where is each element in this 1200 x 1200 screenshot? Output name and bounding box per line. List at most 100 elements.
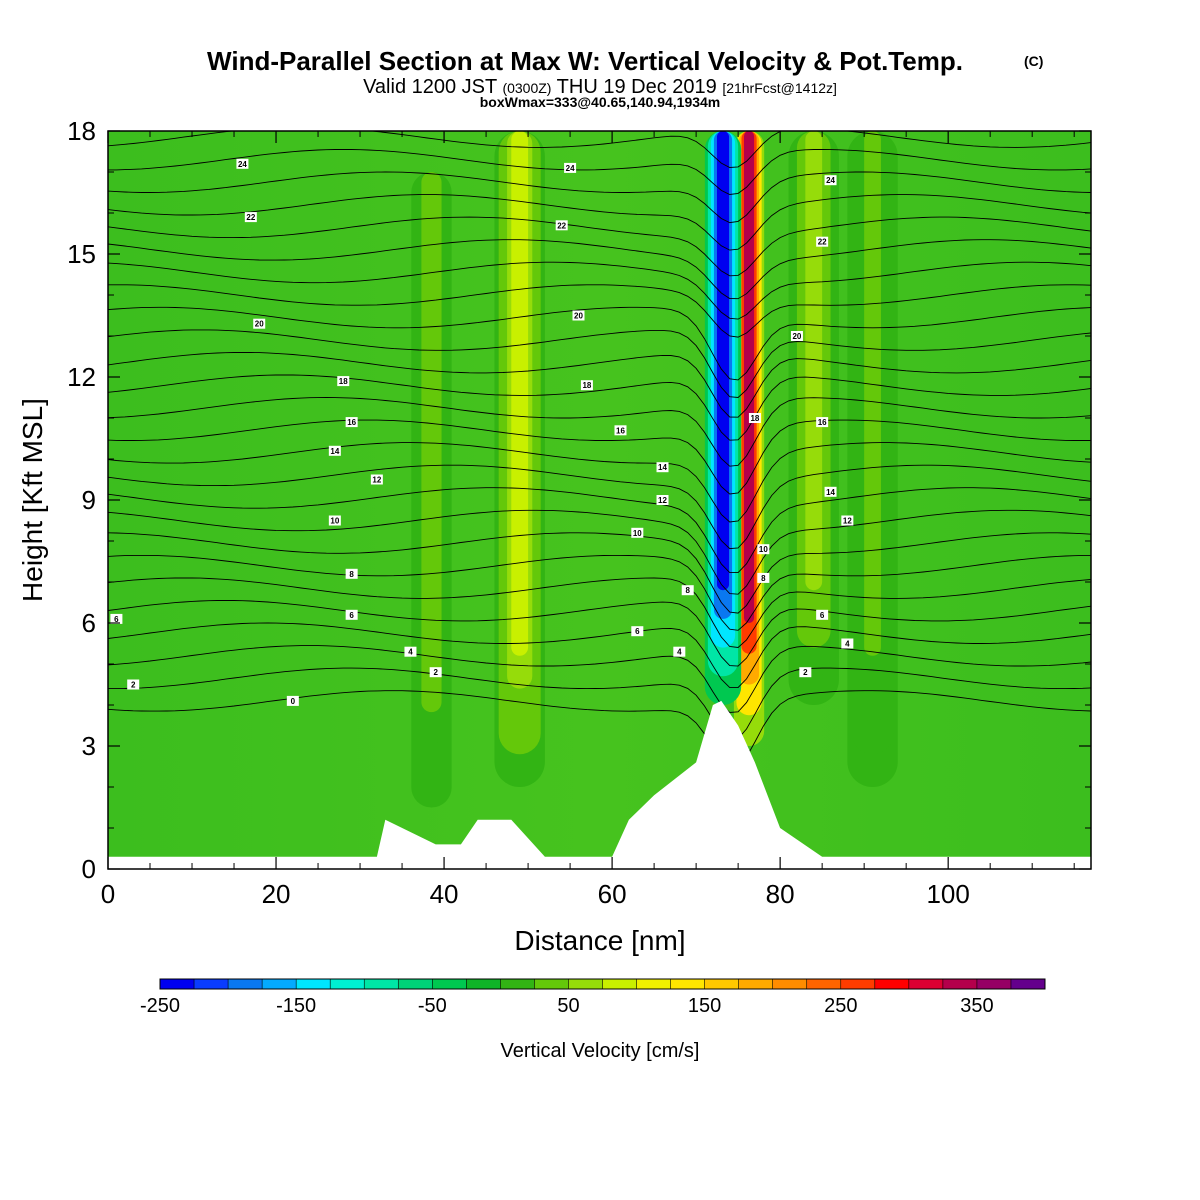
isentrope-label: 14 bbox=[824, 486, 837, 497]
colorbar-swatch bbox=[840, 979, 876, 989]
isentrope-line bbox=[108, 216, 1091, 277]
velocity-cell bbox=[424, 172, 439, 681]
chart-subtitle: Valid 1200 JST (0300Z) THU 19 Dec 2019 [… bbox=[363, 76, 837, 98]
isentrope-label: 2 bbox=[429, 667, 442, 678]
colorbar-swatch bbox=[976, 979, 1012, 989]
velocity-cell bbox=[716, 131, 730, 591]
y-tick-label: 18 bbox=[67, 116, 96, 146]
isentrope-label: 18 bbox=[337, 376, 350, 387]
velocity-cell bbox=[744, 131, 755, 623]
isentrope-line bbox=[108, 284, 1091, 338]
isentrope-label: 10 bbox=[757, 544, 770, 555]
colorbar-swatch bbox=[262, 979, 297, 989]
colorbar-tick-label: 250 bbox=[824, 995, 857, 1017]
svg-text:14: 14 bbox=[658, 463, 667, 472]
isentrope-line bbox=[108, 554, 1091, 631]
svg-text:16: 16 bbox=[347, 418, 356, 427]
isentrope-label: 4 bbox=[673, 646, 686, 657]
isentrope-label: 22 bbox=[816, 236, 829, 247]
colorbar-swatch bbox=[738, 979, 774, 989]
isentrope-label: 24 bbox=[824, 175, 837, 186]
isentrope-line bbox=[108, 487, 1091, 574]
svg-text:22: 22 bbox=[818, 238, 827, 247]
colorbar-swatch bbox=[942, 979, 978, 989]
y-tick-label: 15 bbox=[67, 239, 96, 269]
colorbar-tick-label: -50 bbox=[418, 995, 447, 1017]
isentrope-label: 22 bbox=[244, 212, 257, 223]
svg-text:12: 12 bbox=[843, 517, 852, 526]
isentrope-line bbox=[108, 509, 1091, 595]
isentrope-line bbox=[108, 131, 1091, 168]
x-axis: 0 20 40 60 80 100 bbox=[101, 131, 1075, 909]
colorbar-swatch bbox=[602, 979, 638, 989]
svg-text:8: 8 bbox=[685, 586, 690, 595]
svg-text:10: 10 bbox=[330, 517, 339, 526]
svg-text:14: 14 bbox=[330, 447, 339, 456]
isentrope-line bbox=[108, 622, 1091, 689]
svg-text:12: 12 bbox=[372, 476, 381, 485]
isentrope-line bbox=[108, 194, 1091, 251]
svg-text:8: 8 bbox=[761, 574, 766, 583]
svg-text:20: 20 bbox=[255, 320, 264, 329]
isentrope-label: 6 bbox=[631, 626, 644, 637]
svg-text:16: 16 bbox=[818, 418, 827, 427]
colorbar-tick-label: -150 bbox=[276, 995, 316, 1017]
plot-area: 2422201816141210866422024222018161412108… bbox=[108, 131, 1091, 869]
colorbar-tick-label: 50 bbox=[557, 995, 579, 1017]
isentrope-line bbox=[108, 532, 1091, 614]
y-tick-label: 3 bbox=[82, 731, 96, 761]
svg-text:8: 8 bbox=[349, 570, 354, 579]
colorbar-swatch bbox=[398, 979, 433, 989]
svg-text:2: 2 bbox=[433, 668, 438, 677]
svg-text:14: 14 bbox=[826, 488, 835, 497]
isentrope-line bbox=[108, 306, 1091, 381]
colorbar-swatch bbox=[806, 979, 842, 989]
isentrope-line bbox=[108, 351, 1091, 418]
colorbar-swatch bbox=[908, 979, 944, 989]
svg-text:18: 18 bbox=[582, 381, 591, 390]
colorbar-swatch bbox=[772, 979, 808, 989]
colorbar-label: Vertical Velocity [cm/s] bbox=[501, 1040, 700, 1062]
isentrope-label: 4 bbox=[404, 646, 417, 657]
isentrope-label: 6 bbox=[110, 613, 123, 624]
isentrope-label: 24 bbox=[564, 162, 577, 173]
isentrope-label: 22 bbox=[555, 220, 568, 231]
isentrope-label: 20 bbox=[790, 331, 803, 341]
isentrope-label: 16 bbox=[816, 417, 829, 428]
x-tick-label: 60 bbox=[598, 879, 627, 909]
y-tick-label: 0 bbox=[82, 854, 96, 884]
colorbar-swatch bbox=[160, 979, 195, 989]
isentrope-line bbox=[108, 329, 1091, 398]
isentrope-line bbox=[108, 577, 1091, 648]
colorbar-swatch bbox=[534, 979, 569, 989]
svg-text:10: 10 bbox=[759, 545, 768, 554]
isentrope-line bbox=[108, 149, 1091, 195]
isentrope-label: 8 bbox=[681, 585, 694, 596]
svg-text:20: 20 bbox=[792, 332, 801, 341]
plot-background bbox=[108, 131, 1091, 869]
isentrope-label: 20 bbox=[572, 310, 585, 321]
isentrope-label: 2 bbox=[127, 679, 140, 690]
isentrope-line bbox=[108, 171, 1091, 224]
svg-text:2: 2 bbox=[803, 668, 808, 677]
isentrope-label: 10 bbox=[328, 515, 341, 526]
isentrope-labels: 2422201816141210866422024222018161412108… bbox=[110, 158, 854, 706]
isentrope-line bbox=[108, 397, 1091, 467]
colorbar-swatch bbox=[670, 979, 706, 989]
x-tick-label: 80 bbox=[766, 879, 795, 909]
svg-text:22: 22 bbox=[557, 221, 566, 230]
isentrope-line bbox=[108, 600, 1091, 667]
x-tick-label: 20 bbox=[262, 879, 291, 909]
colorbar-swatch bbox=[1010, 979, 1046, 989]
box-info: boxWmax=333@40.65,140.94,1934m bbox=[480, 94, 721, 110]
colorbar-tick-label: -250 bbox=[140, 995, 180, 1017]
isentrope-label: 12 bbox=[370, 474, 383, 485]
colorbar-tick-label: 350 bbox=[960, 995, 993, 1017]
isentrope-line bbox=[108, 464, 1091, 550]
colorbar-swatch bbox=[874, 979, 910, 989]
x-axis-label: Distance [nm] bbox=[514, 925, 685, 956]
colorbar-swatch bbox=[296, 979, 331, 989]
isentrope-line bbox=[108, 690, 1091, 769]
colorbar-swatch bbox=[330, 979, 365, 989]
copyright-mark: (C) bbox=[1024, 53, 1043, 69]
